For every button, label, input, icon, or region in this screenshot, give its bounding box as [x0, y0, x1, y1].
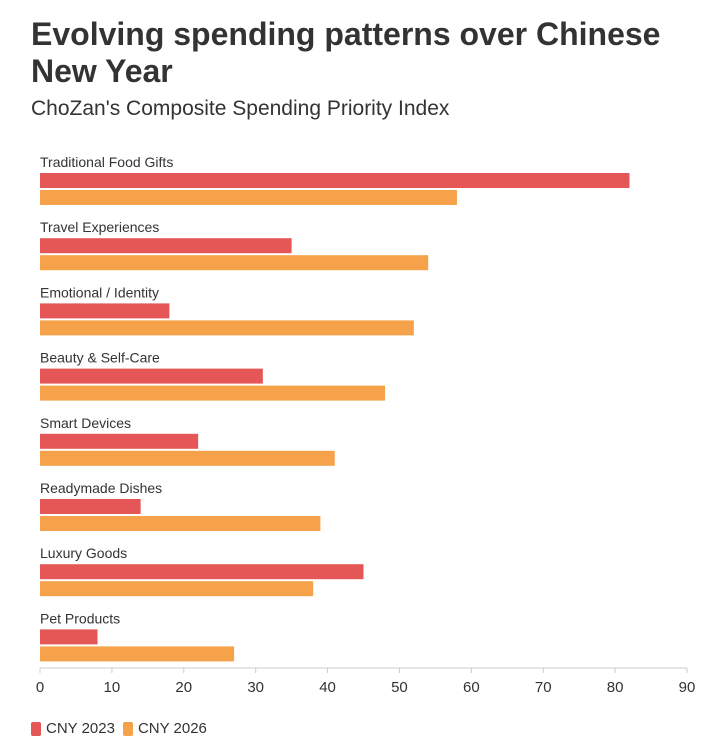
- category-label-beauty-self-care: Beauty & Self-Care: [40, 350, 160, 366]
- bar-readymade-dishes-cny2023[interactable]: [40, 499, 141, 514]
- x-tick-label-90: 90: [679, 679, 696, 696]
- bar-pet-products-cny2023[interactable]: [40, 629, 98, 645]
- x-tick-label-0: 0: [36, 679, 44, 696]
- legend-label-cny2023: CNY 2023: [46, 720, 115, 737]
- x-tick-label-30: 30: [247, 679, 264, 696]
- chart-subtitle: ChoZan's Composite Spending Priority Ind…: [31, 97, 450, 120]
- bar-smart-devices-cny2026[interactable]: [40, 450, 335, 466]
- category-label-traditional-food-gifts: Traditional Food Gifts: [40, 154, 173, 170]
- category-label-emotional-identity: Emotional / Identity: [40, 284, 159, 300]
- legend-swatch-cny2023: [31, 721, 41, 736]
- bar-beauty-self-care-cny2023[interactable]: [40, 368, 263, 384]
- category-label-readymade-dishes: Readymade Dishes: [40, 480, 162, 496]
- legend-swatch-cny2026: [122, 721, 133, 736]
- bar-travel-experiences-cny2023[interactable]: [40, 238, 292, 254]
- bar-pet-products-cny2026[interactable]: [40, 646, 235, 662]
- bar-luxury-goods-cny2026[interactable]: [40, 581, 314, 597]
- bar-emotional-identity-cny2026[interactable]: [40, 320, 414, 336]
- x-tick-label-50: 50: [391, 679, 408, 696]
- category-label-luxury-goods: Luxury Goods: [40, 545, 127, 561]
- x-tick-label-80: 80: [607, 679, 624, 696]
- bar-traditional-food-gifts-cny2023[interactable]: [40, 173, 630, 188]
- x-tick-label-60: 60: [463, 679, 480, 696]
- bar-traditional-food-gifts-cny2026[interactable]: [40, 190, 457, 205]
- bar-luxury-goods-cny2023[interactable]: [40, 564, 364, 580]
- bar-readymade-dishes-cny2026[interactable]: [40, 516, 321, 531]
- bar-travel-experiences-cny2026[interactable]: [40, 255, 429, 271]
- x-tick-label-40: 40: [319, 679, 336, 696]
- legend-label-cny2026: CNY 2026: [137, 720, 207, 737]
- bar-beauty-self-care-cny2026[interactable]: [40, 385, 386, 401]
- bar-smart-devices-cny2023[interactable]: [40, 433, 199, 449]
- legend: CNY 2023 CNY 2026: [31, 720, 215, 737]
- legend-item-cny2026[interactable]: CNY 2026: [122, 720, 207, 737]
- bar-emotional-identity-cny2023[interactable]: [40, 303, 170, 319]
- x-tick-label-10: 10: [104, 679, 121, 696]
- x-tick-label-70: 70: [535, 679, 552, 696]
- category-label-travel-experiences: Travel Experiences: [40, 219, 159, 235]
- category-label-pet-products: Pet Products: [40, 610, 120, 626]
- legend-item-cny2023[interactable]: CNY 2023: [31, 720, 115, 737]
- chart-title: Evolving spending patterns over Chinese …: [31, 16, 661, 89]
- category-label-smart-devices: Smart Devices: [40, 415, 131, 431]
- x-tick-label-20: 20: [175, 679, 192, 696]
